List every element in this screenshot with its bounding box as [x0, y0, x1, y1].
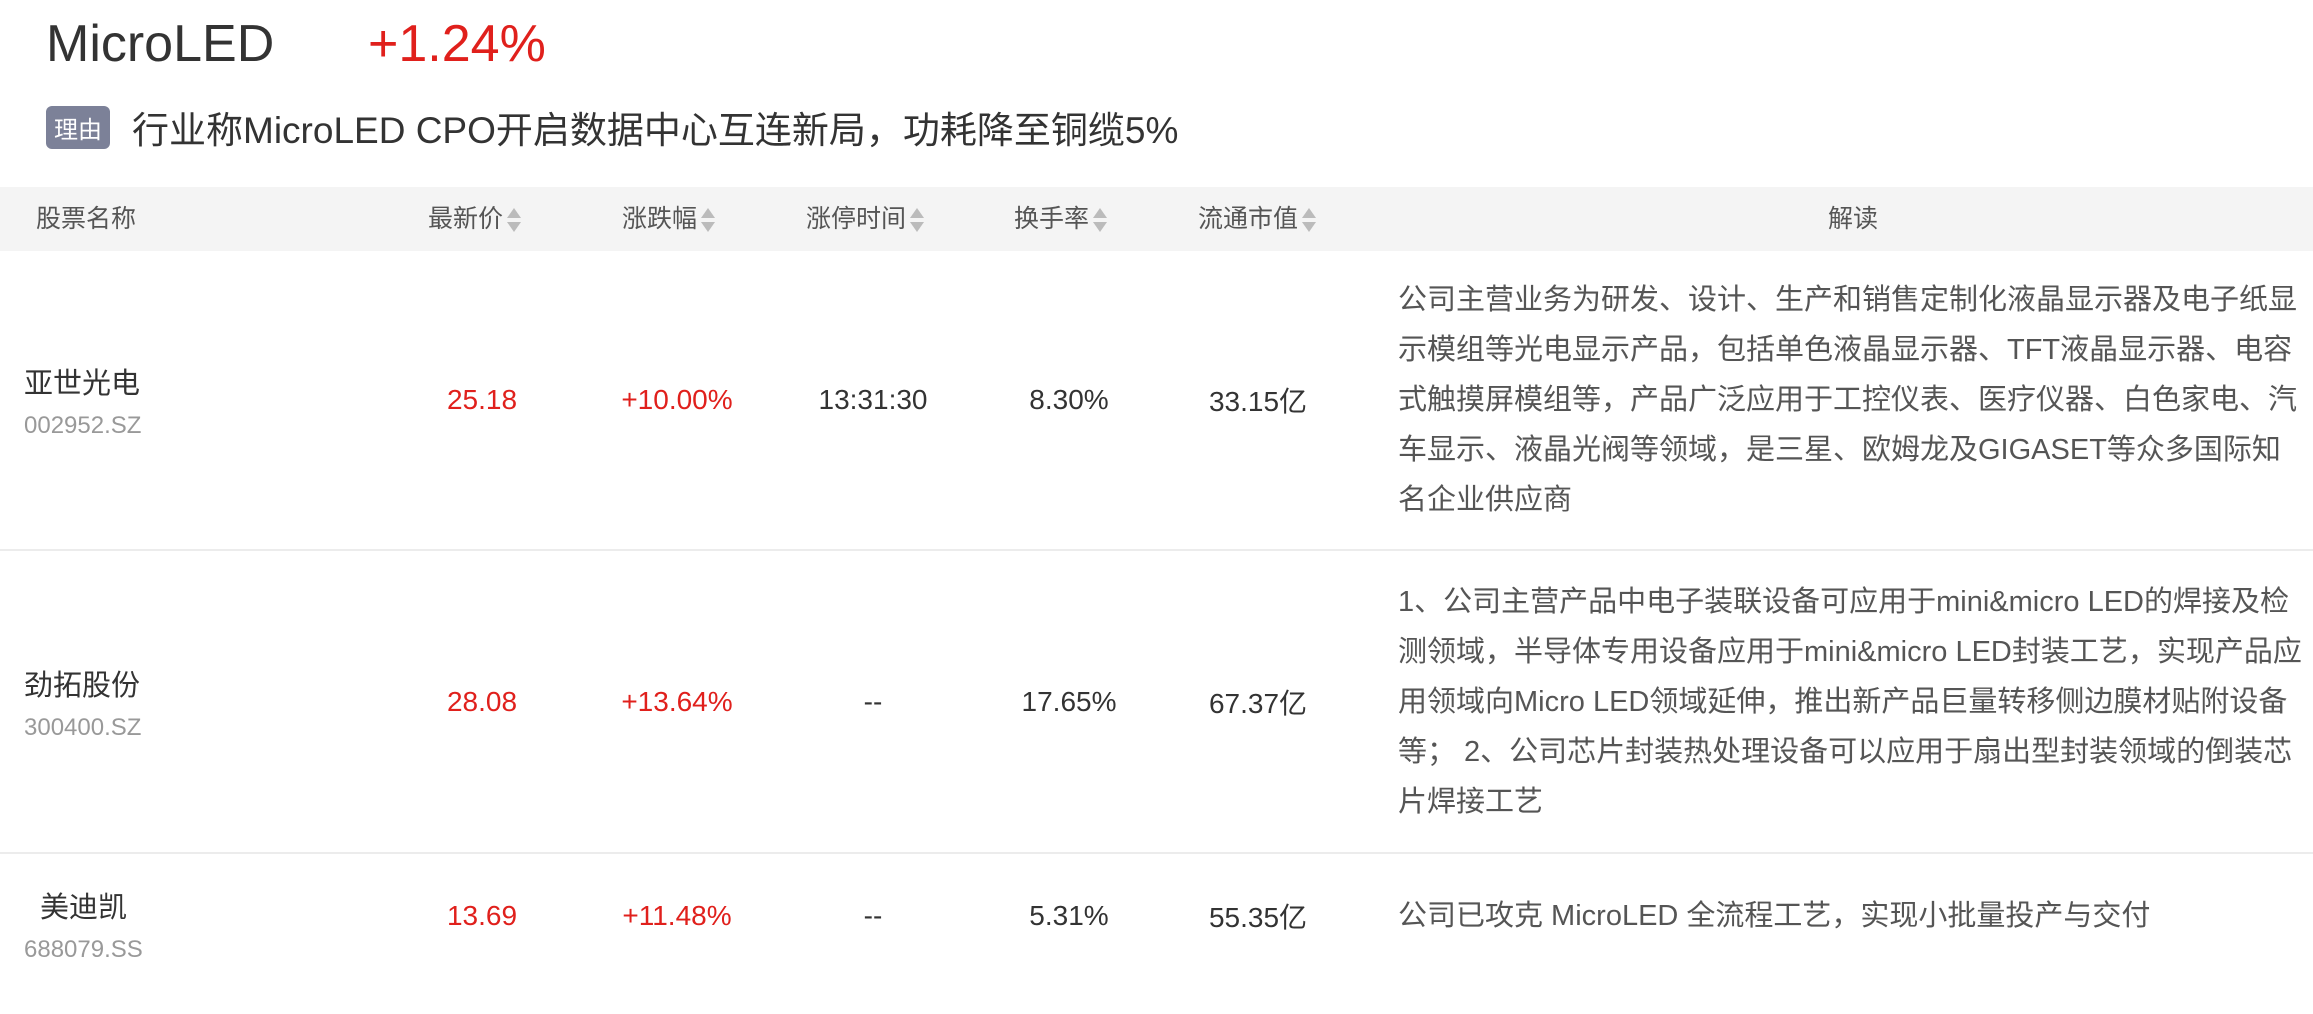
sector-change: +1.24%: [368, 15, 546, 73]
sort-icon[interactable]: [1302, 207, 1317, 233]
col-limit-time-label: 涨停时间: [806, 205, 907, 233]
description-text: 公司已攻克 MicroLED 全流程工艺，实现小批量投产与交付: [1398, 900, 2151, 932]
reason-text: 行业称MicroLED CPO开启数据中心互连新局，功耗降至铜缆5%: [132, 110, 1179, 151]
market-cap: 33.15亿: [1208, 386, 1308, 417]
description-text: 1、公司主营产品中电子装联设备可应用于mini&micro LED的焊接及检测领…: [1398, 585, 2302, 818]
sort-icon[interactable]: [910, 207, 925, 233]
col-turnover-label: 换手率: [1014, 205, 1090, 233]
sector-title: MicroLED: [46, 15, 275, 73]
limit-time: --: [863, 900, 883, 931]
description-text: 公司主营业务为研发、设计、生产和销售定制化液晶显示器及电子纸显示模组等光电显示产…: [1398, 284, 2298, 516]
change: +10.00%: [621, 384, 733, 415]
change: +11.48%: [622, 900, 732, 931]
turnover: 8.30%: [1029, 384, 1109, 415]
stock-code: 300400.SZ: [24, 713, 142, 741]
description: 公司主营业务为研发、设计、生产和销售定制化液晶显示器及电子纸显示模组等光电显示产…: [1398, 251, 2308, 549]
col-price[interactable]: 最新价: [428, 187, 522, 251]
limit-time: 13:31:30: [818, 384, 928, 415]
col-turnover[interactable]: 换手率: [1014, 187, 1108, 251]
sort-icon[interactable]: [507, 207, 522, 233]
col-change[interactable]: 涨跌幅: [622, 187, 716, 251]
limit-time: --: [863, 685, 883, 717]
reason-tag: 理由: [46, 105, 110, 149]
col-mcap-label: 流通市值: [1198, 205, 1299, 233]
col-price-label: 最新价: [428, 205, 504, 233]
sort-icon[interactable]: [1093, 207, 1108, 233]
col-change-label: 涨跌幅: [622, 205, 698, 233]
col-limit-time[interactable]: 涨停时间: [806, 187, 925, 251]
stock-name[interactable]: 美迪凯: [40, 892, 128, 924]
description: 公司已攻克 MicroLED 全流程工艺，实现小批量投产与交付: [1398, 854, 2308, 978]
market-cap: 55.35亿: [1208, 902, 1308, 933]
stock-code: 688079.SS: [24, 936, 143, 963]
stock-name[interactable]: 劲拓股份: [24, 669, 141, 702]
price: 28.08: [446, 685, 518, 717]
stock-name[interactable]: 亚世光电: [24, 368, 141, 400]
stock-name-cell[interactable]: 亚世光电 002952.SZ: [24, 251, 141, 549]
col-name: 股票名称: [36, 205, 137, 233]
stock-name-cell[interactable]: 美迪凯 688079.SS: [24, 854, 143, 1014]
table-row[interactable]: 美迪凯 688079.SS 13.69 +11.48% -- 5.31% 55.…: [0, 854, 2313, 1014]
price: 25.18: [446, 384, 518, 415]
stock-code: 002952.SZ: [24, 412, 142, 439]
description: 1、公司主营产品中电子装联设备可应用于mini&micro LED的焊接及检测领…: [1398, 551, 2308, 852]
table-row[interactable]: 劲拓股份 300400.SZ 28.08 +13.64% -- 17.65% 6…: [0, 551, 2313, 854]
stock-name-cell[interactable]: 劲拓股份 300400.SZ: [24, 551, 141, 852]
col-mcap[interactable]: 流通市值: [1198, 187, 1317, 251]
reason-line: 理由 行业称MicroLED CPO开启数据中心互连新局，功耗降至铜缆5%: [46, 100, 1178, 154]
turnover: 17.65%: [1021, 685, 1117, 717]
change: +13.64%: [621, 685, 733, 717]
price: 13.69: [446, 900, 518, 931]
turnover: 5.31%: [1029, 900, 1109, 931]
market-cap: 67.37亿: [1208, 687, 1308, 719]
col-desc: 解读: [1828, 205, 1879, 233]
sort-icon[interactable]: [701, 207, 716, 233]
table-header: 股票名称 最新价 涨跌幅 涨停时间 换手率 流通市值 解读: [0, 187, 2313, 251]
table-row[interactable]: 亚世光电 002952.SZ 25.18 +10.00% 13:31:30 8.…: [0, 251, 2313, 551]
